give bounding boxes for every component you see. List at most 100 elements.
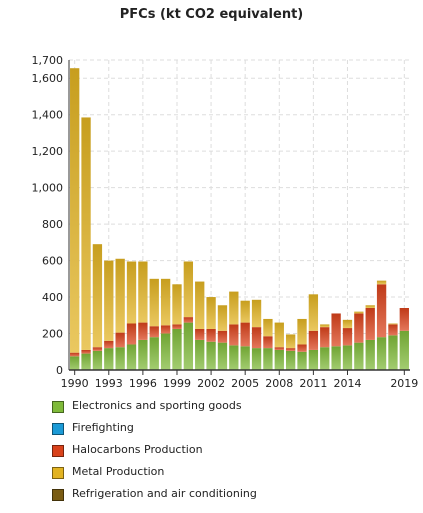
bar-segment xyxy=(126,323,137,345)
bar-segment xyxy=(115,258,125,333)
bar-segment xyxy=(92,347,103,351)
bar-segment xyxy=(92,244,103,348)
bar-segment xyxy=(195,339,205,370)
bar-segment xyxy=(229,345,239,370)
bar-segment xyxy=(365,308,375,340)
bar-segment xyxy=(195,328,205,340)
x-tick-label: 2008 xyxy=(265,377,293,390)
bar-segment xyxy=(149,278,159,327)
bar-segment xyxy=(263,336,273,349)
bar-segment xyxy=(342,345,353,370)
bar-segment xyxy=(376,284,387,338)
bar-segment xyxy=(320,327,330,348)
bar-segment xyxy=(263,348,273,370)
x-tick-label: 2011 xyxy=(299,377,327,390)
bar-segment xyxy=(229,291,239,325)
bar-segment xyxy=(206,328,216,342)
bar-segment xyxy=(81,117,91,350)
bar-segment xyxy=(206,341,216,370)
bar-segment xyxy=(172,284,182,325)
bar-segment xyxy=(183,322,194,370)
bar-segment xyxy=(388,324,398,336)
bar-segment xyxy=(263,318,273,337)
bar-segment xyxy=(308,349,319,370)
legend-swatch xyxy=(52,401,64,413)
bar-segment xyxy=(399,308,409,331)
bar-segment xyxy=(138,339,148,370)
legend-label: Metal Production xyxy=(72,465,165,478)
bar-segment xyxy=(354,342,364,370)
bar-segment xyxy=(342,319,353,329)
bar-segment xyxy=(206,297,216,329)
bar-segment xyxy=(149,337,159,370)
bar-segment xyxy=(172,324,182,329)
bar-segment xyxy=(217,342,228,370)
legend-swatch xyxy=(52,489,64,501)
x-tick-label: 1999 xyxy=(163,377,191,390)
bar-segment xyxy=(388,335,398,370)
bar-segment xyxy=(149,326,159,338)
bar-segment xyxy=(229,324,239,346)
bar-segment xyxy=(240,300,250,323)
bar-segment xyxy=(104,348,114,370)
x-tick-label: 2005 xyxy=(231,377,259,390)
tick-layer: 0 200 400 600 800 1,000 1,200 1,400 1,600 1,700 19… xyxy=(32,54,419,390)
bar-segment xyxy=(274,349,284,370)
bar-layer xyxy=(70,68,409,370)
bar-segment xyxy=(376,280,387,285)
bar-segment xyxy=(160,333,171,370)
bar-segment xyxy=(399,330,409,370)
x-tick-label: 1993 xyxy=(95,377,123,390)
bar-segment xyxy=(126,261,137,324)
bar-segment xyxy=(251,299,262,328)
bar-segment xyxy=(365,339,375,370)
bar-segment xyxy=(92,350,103,370)
bar-segment xyxy=(240,322,250,347)
bar-segment xyxy=(172,328,182,370)
bar-segment xyxy=(183,317,194,323)
y-tick-label: 600 xyxy=(42,255,63,268)
axis-layer xyxy=(68,60,410,375)
legend-label: Firefighting xyxy=(72,421,134,434)
bar-segment xyxy=(331,346,341,370)
bar-segment xyxy=(354,311,364,314)
bar-segment xyxy=(297,351,307,370)
bar-segment xyxy=(160,278,171,326)
y-tick-label: 1,200 xyxy=(32,145,64,158)
y-tick-label: 400 xyxy=(42,291,63,304)
legend-swatch xyxy=(52,467,64,479)
bar-segment xyxy=(217,305,228,331)
bar-segment xyxy=(274,322,284,348)
bar-segment xyxy=(285,350,296,370)
y-tick-label: 800 xyxy=(42,218,63,231)
bar-segment xyxy=(104,260,114,341)
x-tick-label: 2002 xyxy=(197,377,225,390)
y-tick-label: 1,700 xyxy=(32,54,64,67)
bar-segment xyxy=(365,305,375,308)
bar-segment xyxy=(217,330,228,343)
bar-segment xyxy=(115,347,125,370)
x-tick-label: 2019 xyxy=(390,377,418,390)
bar-segment xyxy=(297,344,307,352)
bar-segment xyxy=(320,347,330,370)
bar-segment xyxy=(195,281,205,329)
bar-segment xyxy=(240,346,250,370)
bar-segment xyxy=(274,347,284,350)
bar-segment xyxy=(160,325,171,334)
x-tick-label: 1996 xyxy=(129,377,157,390)
bar-segment xyxy=(70,352,80,357)
y-tick-label: 200 xyxy=(42,328,63,341)
legend-label: Electronics and sporting goods xyxy=(72,399,242,412)
bar-segment xyxy=(354,313,364,343)
bar-segment xyxy=(342,328,353,346)
y-tick-label: 1,000 xyxy=(32,182,64,195)
bar-segment xyxy=(104,340,114,349)
bar-segment xyxy=(251,348,262,370)
legend-swatch xyxy=(52,423,64,435)
bar-segment xyxy=(388,323,398,325)
bar-segment xyxy=(285,348,296,351)
bar-segment xyxy=(70,356,80,370)
x-tick-label: 2014 xyxy=(333,377,361,390)
bar-segment xyxy=(285,334,296,349)
legend-swatch xyxy=(52,445,64,457)
